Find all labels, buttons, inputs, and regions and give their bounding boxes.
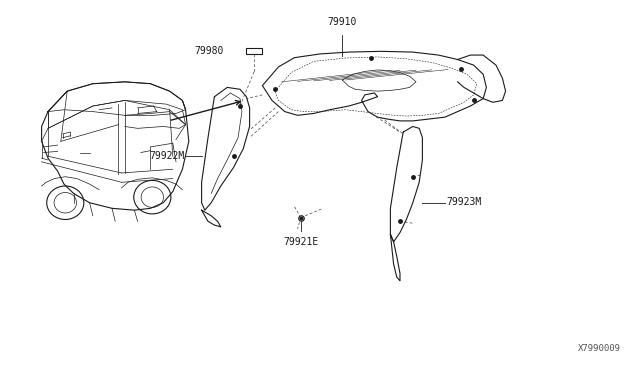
- Text: X7990009: X7990009: [578, 344, 621, 353]
- Bar: [246, 48, 262, 54]
- Text: 79923M: 79923M: [447, 197, 482, 207]
- Text: 79922M: 79922M: [149, 151, 184, 161]
- Text: 79921E: 79921E: [283, 237, 319, 247]
- Text: 79910: 79910: [328, 17, 357, 27]
- Text: 79980: 79980: [195, 46, 224, 55]
